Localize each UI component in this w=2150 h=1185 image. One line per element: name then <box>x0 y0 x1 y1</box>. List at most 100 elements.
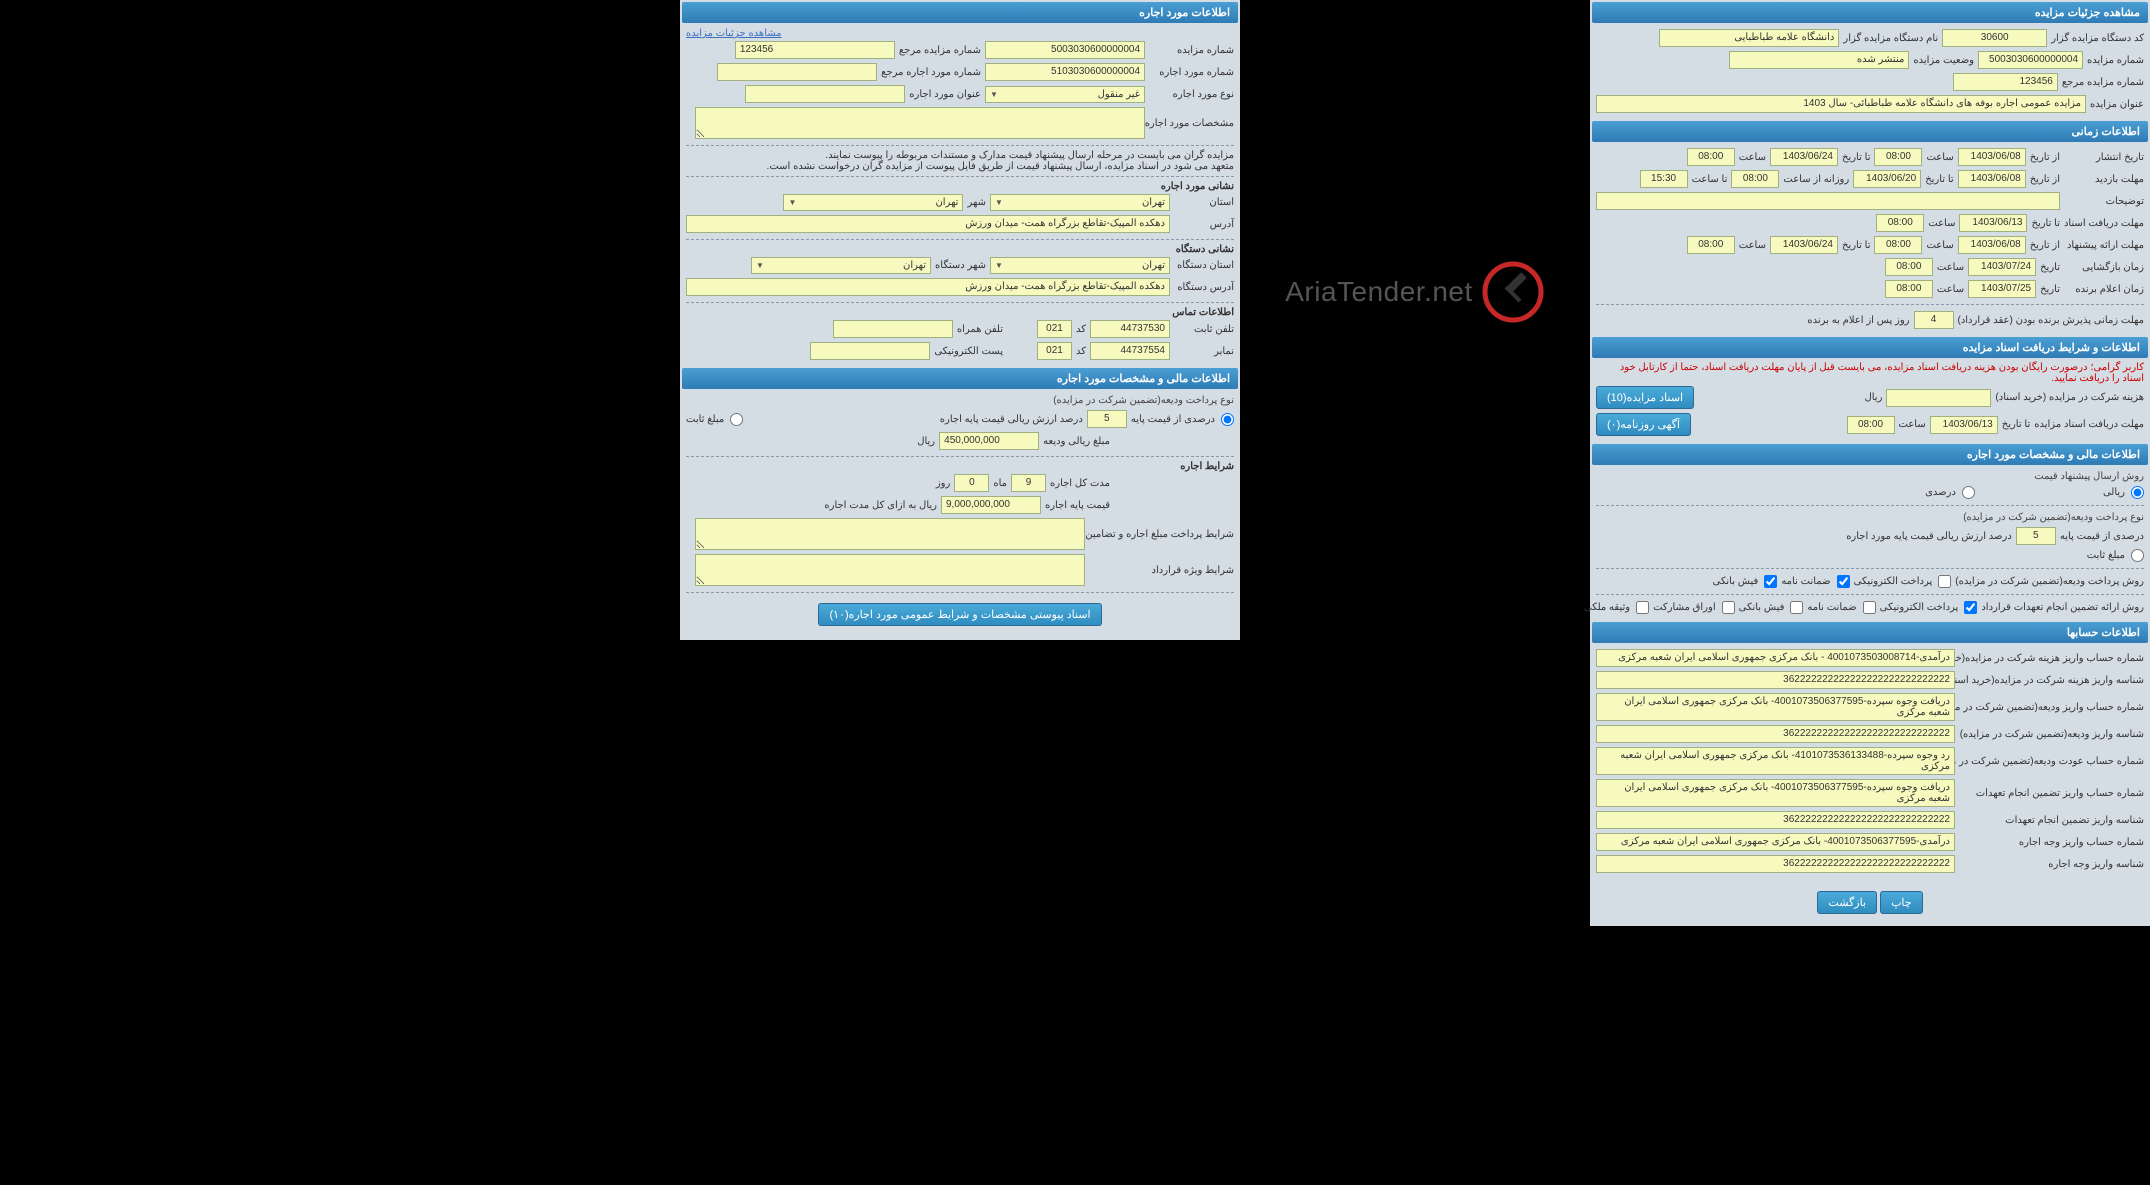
to-date-label-4: تا تاریخ <box>1842 240 1871 251</box>
name-org-label: نام دستگاه مزایده گزار <box>1843 33 1938 44</box>
view-details-link[interactable]: مشاهده جزئیات مزایده <box>686 28 782 39</box>
open-date: 1403/07/24 <box>1968 258 2036 276</box>
email-field <box>810 342 930 360</box>
spec-textarea[interactable] <box>695 107 1145 139</box>
daily-label: روزانه از ساعت <box>1783 174 1849 185</box>
newspaper-button[interactable]: آگهی روزنامه(۰) <box>1596 413 1691 436</box>
email-label: پست الکترونیکی <box>934 346 1003 357</box>
pay-warranty-lbl: ضمانت نامه <box>1781 576 1830 587</box>
winner-time: 08:00 <box>1885 280 1933 298</box>
time-label-6: ساعت <box>1937 262 1964 273</box>
visit-from-date: 1403/06/08 <box>1958 170 2026 188</box>
section-auction-details: مشاهده جزئیات مزایده <box>1592 2 2148 23</box>
title-label: عنوان مزایده <box>2090 99 2144 110</box>
lease-no-label: شماره مورد اجاره <box>1149 67 1234 78</box>
pct-label: درصدی از قیمت پایه <box>2060 531 2144 542</box>
g-receipt-chk[interactable] <box>1790 601 1803 614</box>
chevron-down-icon: ▼ <box>756 261 764 270</box>
g-elec-chk[interactable] <box>1964 601 1977 614</box>
desc-field <box>1596 192 2060 210</box>
terms-hdr: شرایط اجاره <box>686 461 1234 472</box>
type-label: نوع مورد اجاره <box>1149 89 1234 100</box>
name-org-field: دانشگاه علامه طباطبایی <box>1659 29 1839 47</box>
desc-label: توضیحات <box>2064 196 2144 207</box>
back-button[interactable]: بازگشت <box>1817 891 1877 914</box>
rial-radio[interactable] <box>2131 486 2144 499</box>
pay-elec-chk[interactable] <box>1938 575 1951 588</box>
from-date-label-3: از تاریخ <box>2030 240 2060 251</box>
acc1s-label: شناسه واریز هزینه شرکت در مزایده(خرید اس… <box>1959 675 2144 686</box>
acc1s-field: 362222222222222222222222222222 <box>1596 671 1955 689</box>
title-field: مزایده عمومی اجاره بوفه های دانشگاه علام… <box>1596 95 2086 113</box>
from-date-label-2: از تاریخ <box>2030 174 2060 185</box>
watermark-logo: AriaTender.net <box>1240 0 1590 324</box>
ref-no-label: شماره مزایده مرجع <box>2062 77 2144 88</box>
pay-terms-textarea[interactable] <box>695 518 1085 550</box>
l-ref-no-label: شماره مزایده مرجع <box>899 45 981 56</box>
hammer-icon <box>1481 260 1545 324</box>
l-deposit-type-label: نوع پرداخت ودیعه(تضمین شرکت در مزایده) <box>1053 395 1234 406</box>
accept-tail: روز پس از اعلام به برنده <box>1807 315 1909 326</box>
docs-date: 1403/06/13 <box>1959 214 2027 232</box>
lease-ref-label: شماره مورد اجاره مرجع <box>881 67 981 78</box>
org-city-dropdown[interactable]: تهران▼ <box>751 257 931 274</box>
price-method-label: روش ارسال پیشنهاد قیمت <box>2034 471 2144 482</box>
lease-no-field: 5103030600000004 <box>985 63 1145 81</box>
base-price-label: قیمت پایه اجاره <box>1045 500 1110 511</box>
g-warranty-chk[interactable] <box>1863 601 1876 614</box>
date-label-2: تاریخ <box>2040 284 2060 295</box>
addr-org-hdr: نشانی دستگاه <box>686 244 1234 255</box>
logo-text: AriaTender.net <box>1285 276 1473 308</box>
acc5s-label: شناسه واریز وجه اجاره <box>1959 859 2144 870</box>
section-time-info: اطلاعات زمانی <box>1592 121 2148 142</box>
time-label-3: ساعت <box>1928 218 1955 229</box>
org-province-dropdown[interactable]: تهران▼ <box>990 257 1170 274</box>
section-accounts: اطلاعات حسابها <box>1592 622 2148 643</box>
province-value: تهران <box>1142 197 1165 208</box>
city-dropdown[interactable]: تهران▼ <box>783 194 963 211</box>
org-addr-field: دهکده المپیک-تقاطع بزرگراه همت- میدان ور… <box>686 278 1170 296</box>
attachments-button[interactable]: اسناد پیوستی مشخصات و شرایط عمومی مورد ا… <box>818 603 1101 626</box>
docs-button[interactable]: اسناد مزایده(10) <box>1596 386 1694 409</box>
code-label-2: کد <box>1076 346 1086 357</box>
type-dropdown[interactable]: غیر منقول▼ <box>985 86 1145 103</box>
g-receipt-lbl: فیش بانکی <box>1739 602 1785 613</box>
chevron-down-icon: ▼ <box>995 198 1003 207</box>
rial-label-2: ریال <box>917 436 935 447</box>
dl-docs-label: مهلت دریافت اسناد مزایده <box>2034 419 2144 430</box>
l-fixed-radio[interactable] <box>730 413 743 426</box>
g-stock-chk[interactable] <box>1722 601 1735 614</box>
g-elec-lbl: پرداخت الکترونیکی <box>1880 602 1959 613</box>
l-pct-label: درصدی از قیمت پایه <box>1131 414 1215 425</box>
contract-g-label: روش ارائه تضمین انجام تعهدات قرارداد <box>1981 602 2144 613</box>
acc5-label: شماره حساب واریز وجه اجاره <box>1959 837 2144 848</box>
acc5-field: درآمدی-4001073506377595- بانک مرکزی جمهو… <box>1596 833 1955 851</box>
percent-radio[interactable] <box>1962 486 1975 499</box>
pub-to-date: 1403/06/24 <box>1770 148 1838 166</box>
open-label: زمان بازگشایی <box>2064 262 2144 273</box>
mobile-field <box>833 320 953 338</box>
time-label-8: ساعت <box>1899 419 1926 430</box>
print-button[interactable]: چاپ <box>1880 891 1923 914</box>
status-field: منتشر شده <box>1729 51 1909 69</box>
acc3-label: شماره حساب عودت ودیعه(تضمین شرکت در مزای… <box>1959 756 2144 767</box>
ref-no-field: 123456 <box>1953 73 2058 91</box>
g-prop-chk[interactable] <box>1636 601 1649 614</box>
province-dropdown[interactable]: تهران ▼ <box>990 194 1170 211</box>
pub-from-time: 08:00 <box>1874 148 1922 166</box>
deposit-amt-label: مبلغ ریالی ودیعه <box>1043 436 1110 447</box>
fixed-radio[interactable] <box>2131 549 2144 562</box>
l-pct-tail: درصد ارزش ریالی قیمت پایه اجاره <box>940 414 1083 425</box>
time-label-2: ساعت <box>1739 152 1766 163</box>
section-financial-r: اطلاعات مالی و مشخصات مورد اجاره <box>1592 444 2148 465</box>
special-textarea[interactable] <box>695 554 1085 586</box>
offer-to-time: 08:00 <box>1687 236 1735 254</box>
dl-docs-time: 08:00 <box>1847 416 1895 434</box>
pay-receipt-chk[interactable] <box>1764 575 1777 588</box>
offer-to-date: 1403/06/24 <box>1770 236 1838 254</box>
l-pct-radio[interactable] <box>1221 413 1234 426</box>
pub-label: تاریخ انتشار <box>2064 152 2144 163</box>
code-org-label: کد دستگاه مزایده گزار <box>2051 33 2144 44</box>
pay-warranty-chk[interactable] <box>1837 575 1850 588</box>
auction-no-field: 5003030600000004 <box>1978 51 2083 69</box>
